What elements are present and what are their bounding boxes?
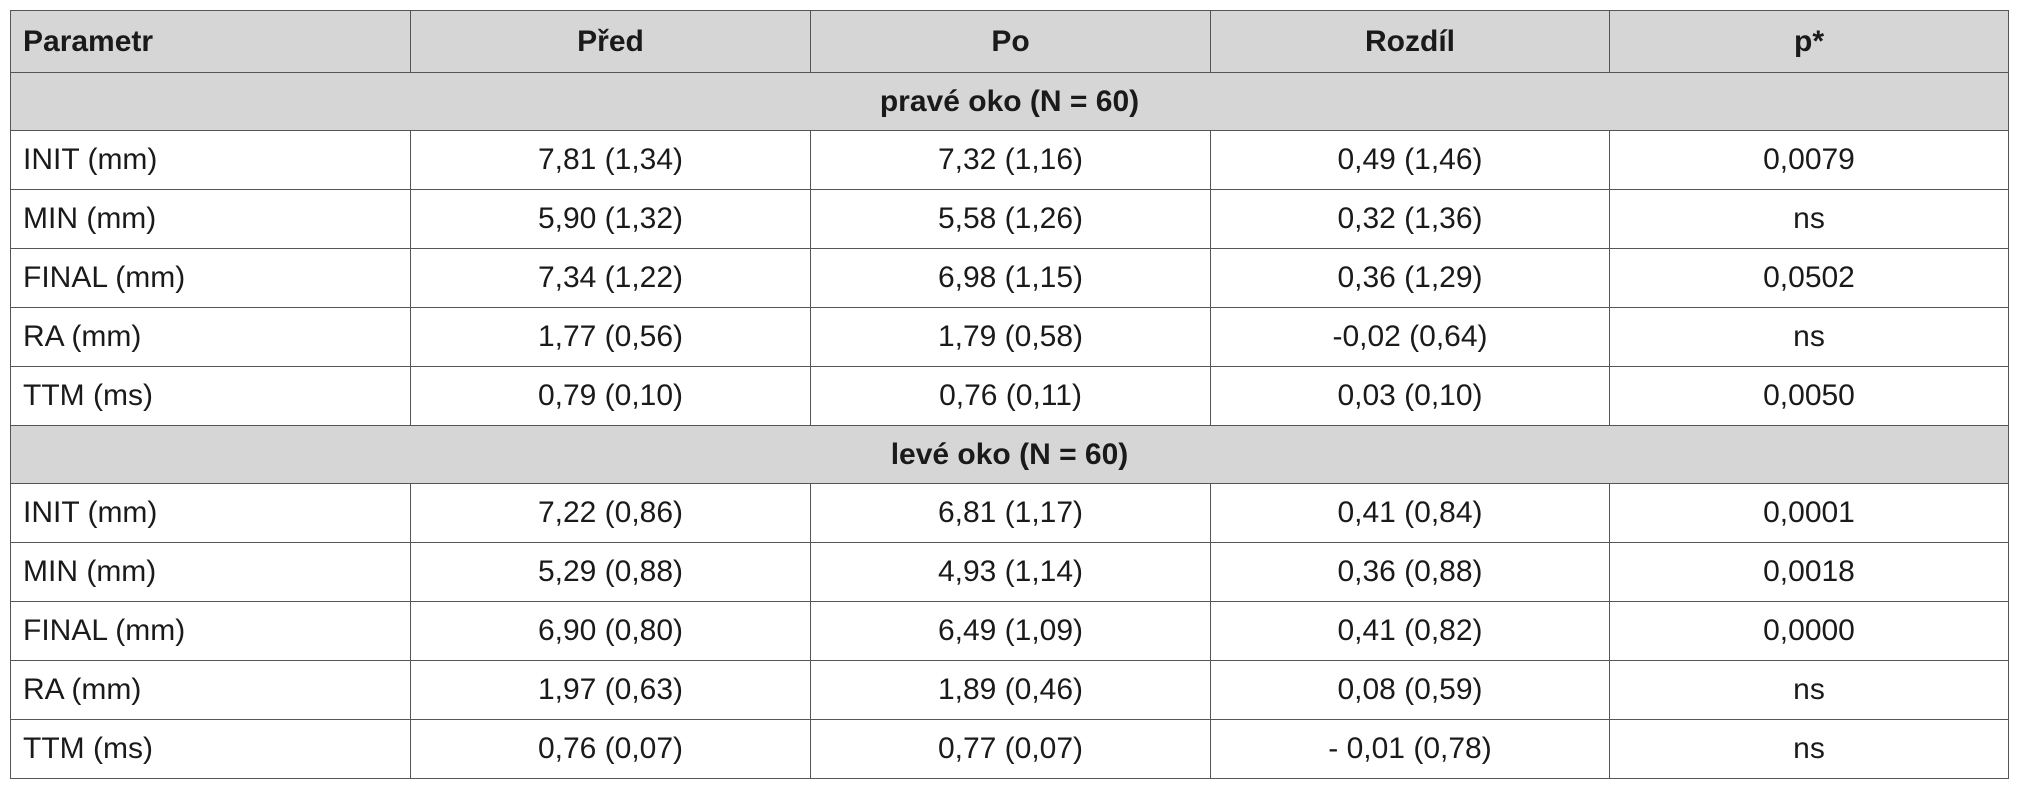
section-row-right-eye: pravé oko (N = 60) <box>10 72 2009 131</box>
table-row: MIN (mm) 5,90 (1,32) 5,58 (1,26) 0,32 (1… <box>10 189 2009 249</box>
cell-param: FINAL (mm) <box>10 601 411 661</box>
cell-p: 0,0502 <box>1609 248 2009 308</box>
table-row: TTM (ms) 0,79 (0,10) 0,76 (0,11) 0,03 (0… <box>10 366 2009 426</box>
header-po: Po <box>810 10 1211 73</box>
cell-po: 6,81 (1,17) <box>810 483 1211 543</box>
section-title: levé oko (N = 60) <box>10 425 2009 484</box>
cell-param: INIT (mm) <box>10 483 411 543</box>
cell-param: MIN (mm) <box>10 542 411 602</box>
table-row: FINAL (mm) 7,34 (1,22) 6,98 (1,15) 0,36 … <box>10 248 2009 308</box>
cell-rozdil: 0,32 (1,36) <box>1210 189 1610 249</box>
cell-param: TTM (ms) <box>10 366 411 426</box>
cell-pred: 7,81 (1,34) <box>410 130 811 190</box>
table-row: INIT (mm) 7,22 (0,86) 6,81 (1,17) 0,41 (… <box>10 483 2009 543</box>
cell-po: 5,58 (1,26) <box>810 189 1211 249</box>
cell-p: 0,0050 <box>1609 366 2009 426</box>
header-parametr: Parametr <box>10 10 411 73</box>
cell-param: MIN (mm) <box>10 189 411 249</box>
cell-po: 0,76 (0,11) <box>810 366 1211 426</box>
cell-p: 0,0079 <box>1609 130 2009 190</box>
cell-param: FINAL (mm) <box>10 248 411 308</box>
table-row: INIT (mm) 7,81 (1,34) 7,32 (1,16) 0,49 (… <box>10 130 2009 190</box>
cell-pred: 1,77 (0,56) <box>410 307 811 367</box>
header-rozdil: Rozdíl <box>1210 10 1610 73</box>
cell-param: INIT (mm) <box>10 130 411 190</box>
cell-rozdil: - 0,01 (0,78) <box>1210 719 1610 779</box>
table-row: TTM (ms) 0,76 (0,07) 0,77 (0,07) - 0,01 … <box>10 719 2009 779</box>
table-container: Parametr Před Po Rozdíl p* pravé oko (N … <box>10 10 2009 779</box>
cell-pred: 5,90 (1,32) <box>410 189 811 249</box>
cell-po: 4,93 (1,14) <box>810 542 1211 602</box>
header-p: p* <box>1609 10 2009 73</box>
table-row: FINAL (mm) 6,90 (0,80) 6,49 (1,09) 0,41 … <box>10 601 2009 661</box>
table-row: RA (mm) 1,97 (0,63) 1,89 (0,46) 0,08 (0,… <box>10 660 2009 720</box>
cell-rozdil: 0,08 (0,59) <box>1210 660 1610 720</box>
cell-pred: 1,97 (0,63) <box>410 660 811 720</box>
cell-rozdil: -0,02 (0,64) <box>1210 307 1610 367</box>
cell-param: RA (mm) <box>10 660 411 720</box>
cell-pred: 7,34 (1,22) <box>410 248 811 308</box>
table-body: pravé oko (N = 60) INIT (mm) 7,81 (1,34)… <box>10 72 2009 779</box>
cell-p: ns <box>1609 307 2009 367</box>
cell-p: ns <box>1609 660 2009 720</box>
cell-p: ns <box>1609 189 2009 249</box>
cell-pred: 5,29 (0,88) <box>410 542 811 602</box>
section-title: pravé oko (N = 60) <box>10 72 2009 131</box>
cell-rozdil: 0,36 (1,29) <box>1210 248 1610 308</box>
cell-p: 0,0001 <box>1609 483 2009 543</box>
cell-rozdil: 0,36 (0,88) <box>1210 542 1610 602</box>
cell-param: RA (mm) <box>10 307 411 367</box>
cell-p: ns <box>1609 719 2009 779</box>
table-row: RA (mm) 1,77 (0,56) 1,79 (0,58) -0,02 (0… <box>10 307 2009 367</box>
cell-pred: 0,76 (0,07) <box>410 719 811 779</box>
cell-param: TTM (ms) <box>10 719 411 779</box>
cell-po: 1,79 (0,58) <box>810 307 1211 367</box>
table-header: Parametr Před Po Rozdíl p* <box>10 10 2009 73</box>
cell-p: 0,0018 <box>1609 542 2009 602</box>
header-row: Parametr Před Po Rozdíl p* <box>10 10 2009 73</box>
cell-po: 0,77 (0,07) <box>810 719 1211 779</box>
results-table: Parametr Před Po Rozdíl p* pravé oko (N … <box>10 10 2009 779</box>
cell-p: 0,0000 <box>1609 601 2009 661</box>
cell-pred: 7,22 (0,86) <box>410 483 811 543</box>
cell-rozdil: 0,41 (0,82) <box>1210 601 1610 661</box>
cell-rozdil: 0,41 (0,84) <box>1210 483 1610 543</box>
cell-rozdil: 0,49 (1,46) <box>1210 130 1610 190</box>
cell-po: 6,98 (1,15) <box>810 248 1211 308</box>
section-row-left-eye: levé oko (N = 60) <box>10 425 2009 484</box>
cell-po: 1,89 (0,46) <box>810 660 1211 720</box>
table-row: MIN (mm) 5,29 (0,88) 4,93 (1,14) 0,36 (0… <box>10 542 2009 602</box>
cell-po: 6,49 (1,09) <box>810 601 1211 661</box>
header-pred: Před <box>410 10 811 73</box>
cell-pred: 0,79 (0,10) <box>410 366 811 426</box>
cell-pred: 6,90 (0,80) <box>410 601 811 661</box>
cell-rozdil: 0,03 (0,10) <box>1210 366 1610 426</box>
cell-po: 7,32 (1,16) <box>810 130 1211 190</box>
